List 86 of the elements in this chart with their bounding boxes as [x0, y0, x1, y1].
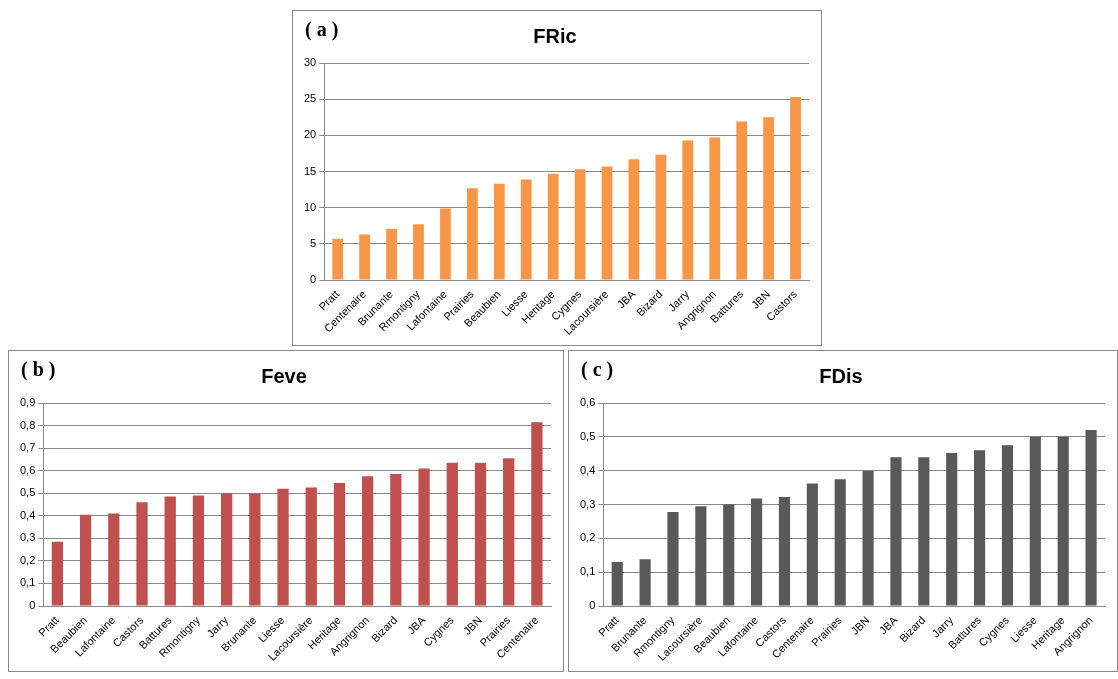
- bar: [333, 483, 346, 606]
- bar: [946, 453, 958, 606]
- bar: [974, 450, 986, 606]
- y-tick-label: 0,4: [19, 508, 36, 521]
- bar: [440, 208, 451, 280]
- chart-title: FRic: [533, 24, 577, 47]
- bar: [547, 173, 559, 280]
- bar: [413, 224, 424, 280]
- y-tick-label: 0,3: [579, 497, 596, 510]
- y-tick-label: 0: [29, 599, 36, 612]
- bar: [386, 228, 397, 280]
- bar: [531, 422, 543, 606]
- chart-title: FDis: [819, 364, 863, 387]
- bar: [466, 188, 478, 280]
- bar: [220, 493, 233, 606]
- bar: [1029, 436, 1041, 606]
- bar: [834, 479, 846, 606]
- bar: [601, 166, 613, 280]
- bar: [639, 559, 651, 606]
- y-tick-label: 0,5: [19, 486, 36, 499]
- text: ( c ): [581, 358, 614, 382]
- bar: [574, 169, 586, 280]
- y-tick-label: 0: [589, 599, 596, 612]
- bar: [108, 513, 120, 606]
- y-tick-label: 0,5: [579, 429, 596, 442]
- bar: [655, 154, 667, 280]
- bar: [418, 468, 430, 606]
- bar: [1085, 430, 1097, 606]
- bar: [249, 493, 261, 606]
- bar: [736, 121, 748, 280]
- text: ( a ): [305, 18, 339, 42]
- bar: [611, 562, 623, 606]
- bar: [778, 497, 791, 606]
- y-tick-label: 0,4: [579, 463, 596, 476]
- bar: [474, 462, 487, 606]
- bar: [390, 474, 402, 606]
- bar: [723, 504, 735, 606]
- y-tick-label: 15: [303, 164, 317, 177]
- bar: [192, 495, 205, 606]
- bar: [359, 234, 371, 280]
- bar: [790, 97, 801, 280]
- bar: [695, 506, 707, 606]
- y-tick-label: 0,1: [579, 565, 596, 578]
- x-tick-label: JBA: [404, 613, 429, 637]
- y-tick-label: 0,6: [579, 396, 596, 409]
- bar: [79, 514, 92, 606]
- y-tick-label: 0,6: [19, 463, 36, 476]
- y-tick-label: 0,7: [19, 441, 36, 454]
- y-tick-label: 0,1: [19, 576, 36, 589]
- bar: [806, 483, 818, 606]
- bar: [682, 140, 694, 280]
- bar: [1001, 445, 1014, 606]
- bar: [277, 488, 289, 606]
- y-tick-label: 0,9: [19, 396, 36, 409]
- text: ( b ): [21, 358, 56, 382]
- bar: [918, 457, 930, 606]
- bar: [763, 117, 774, 280]
- x-tick-label: JBA: [876, 613, 900, 637]
- bar: [493, 183, 505, 280]
- bar: [332, 238, 344, 280]
- bar: [751, 498, 763, 606]
- bar: [362, 476, 374, 606]
- bar: [667, 511, 679, 606]
- y-tick-label: 5: [310, 236, 317, 249]
- bar: [503, 458, 515, 606]
- y-tick-label: 10: [303, 200, 317, 213]
- bar: [1057, 436, 1069, 606]
- bar: [709, 137, 721, 280]
- bar: [862, 470, 874, 606]
- y-tick-label: 0,3: [19, 531, 36, 544]
- y-tick-label: 0,2: [579, 531, 596, 544]
- bar: [136, 502, 148, 606]
- bar: [164, 496, 176, 606]
- y-tick-label: 25: [303, 92, 317, 105]
- bar: [890, 457, 902, 606]
- bar: [51, 541, 64, 606]
- y-tick-label: 30: [303, 56, 317, 69]
- y-tick-label: 20: [303, 128, 317, 141]
- y-tick-label: 0,2: [19, 553, 36, 566]
- y-tick-label: 0,8: [19, 418, 36, 431]
- bar: [628, 159, 640, 280]
- bar: [520, 179, 532, 280]
- bar: [446, 462, 458, 606]
- chart-title: Feve: [261, 364, 307, 387]
- y-tick-label: 0: [310, 273, 317, 286]
- bar: [305, 487, 317, 606]
